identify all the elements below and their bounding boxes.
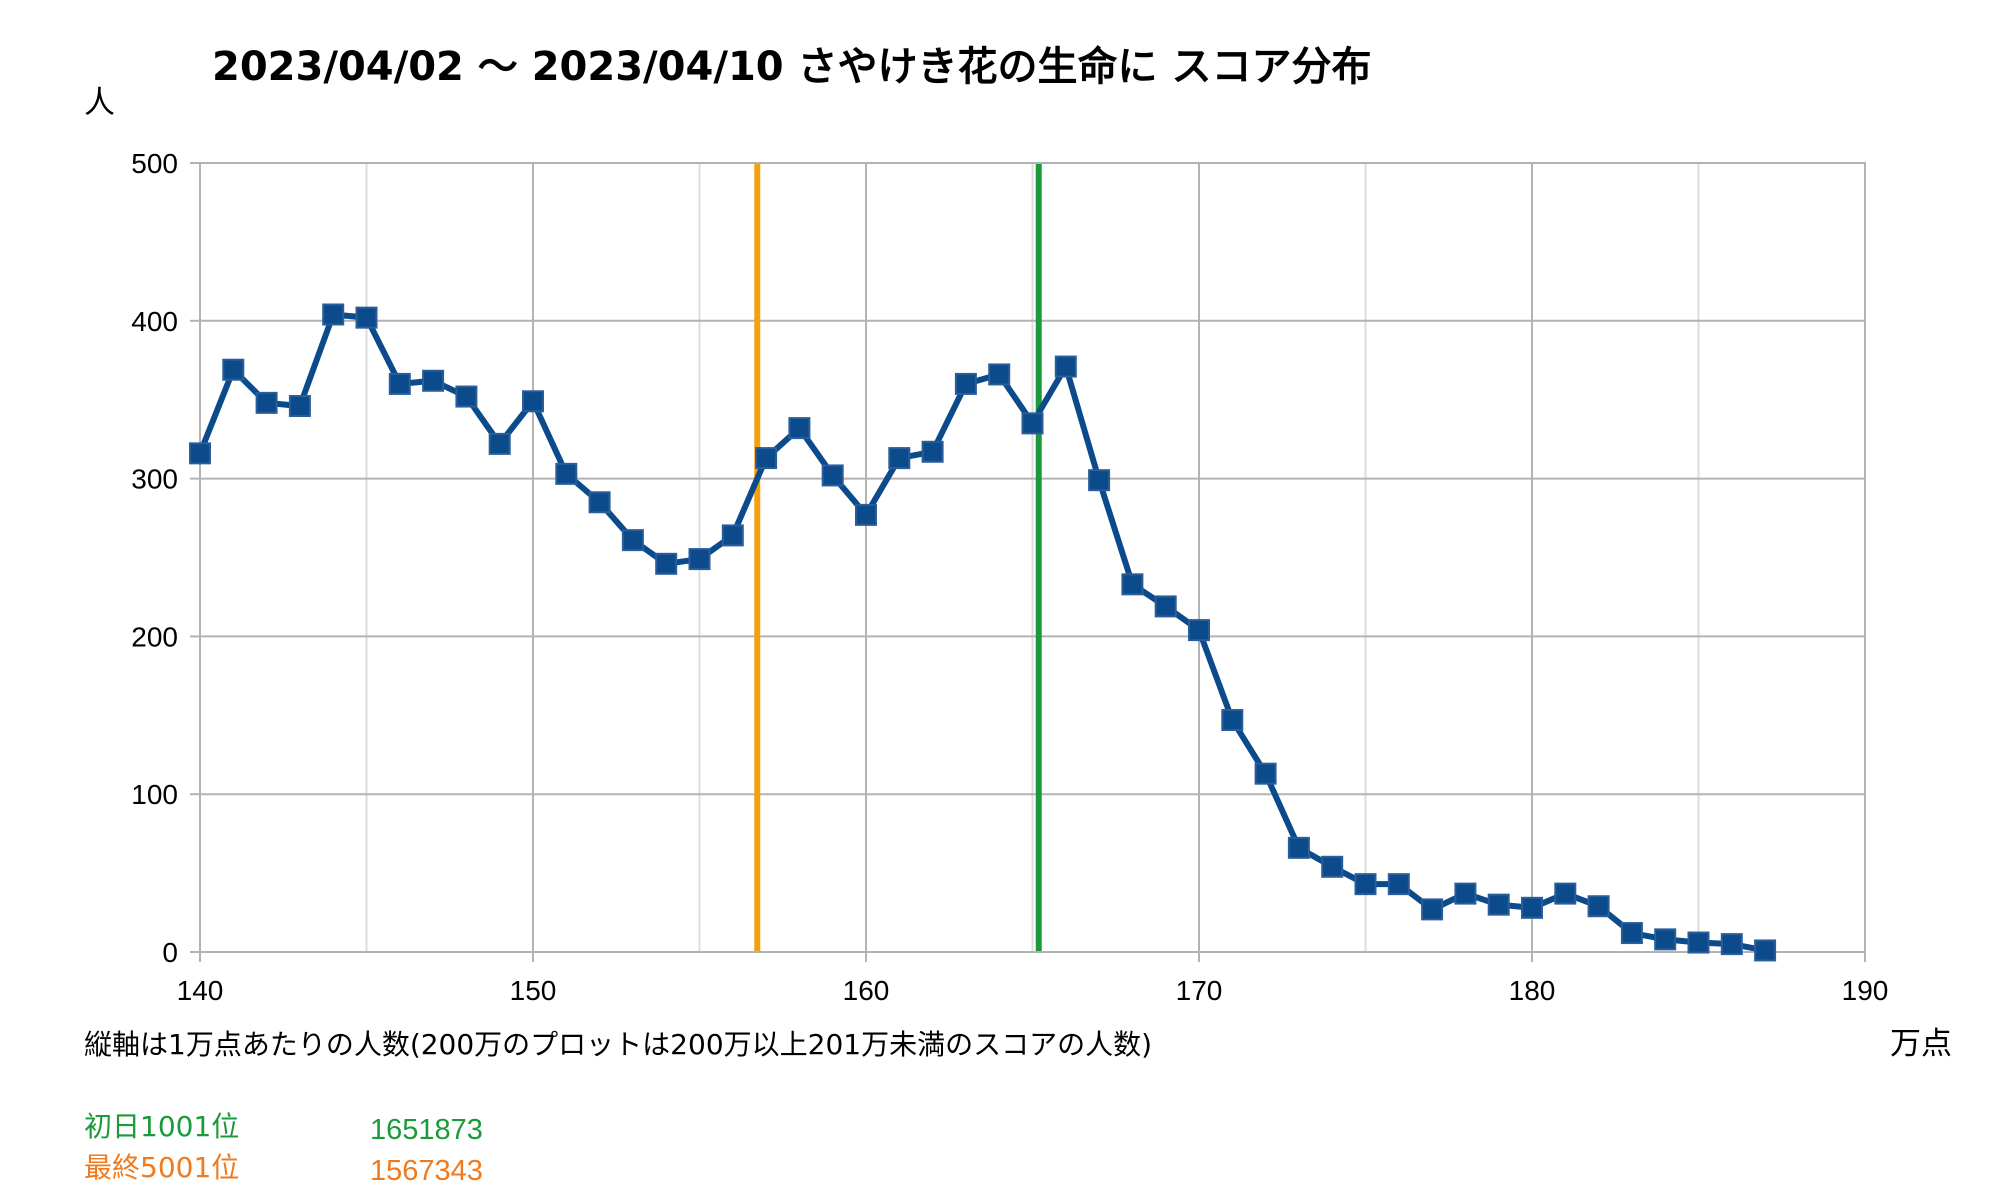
x-axis-label: 万点 bbox=[1890, 1026, 1952, 1062]
data-point bbox=[1454, 882, 1477, 905]
data-point bbox=[1654, 928, 1677, 951]
x-tick-label: 140 bbox=[177, 975, 224, 1006]
data-point bbox=[988, 363, 1011, 386]
y-tick-label: 400 bbox=[131, 306, 178, 337]
y-tick-label: 0 bbox=[162, 937, 178, 968]
data-point bbox=[1287, 836, 1310, 859]
data-point bbox=[721, 524, 744, 547]
data-point bbox=[189, 442, 211, 465]
data-point bbox=[1387, 873, 1410, 896]
data-point bbox=[888, 447, 911, 470]
data-point bbox=[488, 432, 511, 455]
data-point bbox=[1421, 898, 1444, 921]
x-tick-label: 170 bbox=[1176, 975, 1223, 1006]
series-line bbox=[197, 311, 1766, 954]
data-point bbox=[1121, 573, 1144, 596]
data-point bbox=[1321, 855, 1344, 878]
data-point bbox=[555, 462, 578, 485]
grid bbox=[200, 163, 1865, 952]
data-point bbox=[322, 303, 345, 326]
plot-area bbox=[190, 162, 1866, 962]
data-point bbox=[921, 440, 944, 463]
data-point bbox=[288, 395, 311, 418]
y-tick-label: 500 bbox=[131, 148, 178, 179]
data-point bbox=[1720, 933, 1743, 956]
annotation-final-value: 1567343 bbox=[370, 1155, 483, 1187]
data-point bbox=[755, 447, 778, 470]
data-point bbox=[954, 372, 977, 395]
x-axis-ticks: 140 150 160 170 180 190 bbox=[177, 975, 1889, 1006]
y-axis-label: 人 bbox=[84, 85, 115, 121]
x-tick-label: 190 bbox=[1842, 975, 1889, 1006]
chart-title: 2023/04/02 ～ 2023/04/10 さやけき花の生命に スコア分布 bbox=[212, 44, 1371, 90]
reference-lines bbox=[754, 163, 1042, 952]
data-point bbox=[1587, 895, 1610, 918]
annotation-final-label: 最終5001位 bbox=[84, 1151, 239, 1184]
annotation-first-day: 初日1001位 1651873 bbox=[84, 1110, 483, 1146]
data-point bbox=[1354, 873, 1377, 896]
plot-frame bbox=[199, 162, 1866, 953]
data-point bbox=[1754, 939, 1777, 962]
axis-note: 縦軸は1万点あたりの人数(200万のプロットは200万以上201万未満のスコアの… bbox=[84, 1028, 1152, 1061]
data-point bbox=[1221, 709, 1244, 732]
x-tick-label: 160 bbox=[843, 975, 890, 1006]
y-tick-label: 200 bbox=[131, 621, 178, 652]
data-point bbox=[455, 385, 478, 408]
x-tick-label: 150 bbox=[510, 975, 557, 1006]
data-point bbox=[1487, 893, 1510, 916]
data-point bbox=[255, 391, 278, 414]
series bbox=[189, 303, 1777, 962]
y-tick-label: 300 bbox=[131, 464, 178, 495]
data-point bbox=[688, 548, 711, 571]
data-point bbox=[1088, 469, 1111, 492]
annotation-first-day-value: 1651873 bbox=[370, 1114, 483, 1146]
data-point bbox=[1021, 412, 1044, 435]
data-point bbox=[1687, 931, 1710, 954]
data-point bbox=[522, 390, 544, 413]
annotation-final: 最終5001位 1567343 bbox=[84, 1151, 483, 1187]
data-point bbox=[588, 491, 611, 514]
y-axis-ticks: 0 100 200 300 400 500 bbox=[131, 148, 178, 968]
data-point bbox=[1254, 762, 1277, 785]
data-point bbox=[422, 369, 445, 392]
data-point bbox=[1188, 619, 1210, 642]
data-point bbox=[621, 529, 644, 552]
data-point bbox=[655, 552, 678, 575]
data-point bbox=[1054, 355, 1077, 378]
data-point bbox=[821, 464, 844, 487]
data-point bbox=[1154, 595, 1177, 618]
data-point bbox=[1620, 922, 1643, 945]
x-tick-label: 180 bbox=[1509, 975, 1556, 1006]
data-point bbox=[222, 358, 245, 381]
data-point bbox=[1521, 896, 1543, 919]
annotation-first-day-label: 初日1001位 bbox=[84, 1110, 239, 1143]
data-point bbox=[388, 372, 411, 395]
data-point bbox=[355, 306, 378, 329]
y-tick-label: 100 bbox=[131, 779, 178, 810]
data-point bbox=[855, 503, 877, 526]
data-point bbox=[1554, 882, 1577, 905]
data-point bbox=[788, 417, 811, 440]
